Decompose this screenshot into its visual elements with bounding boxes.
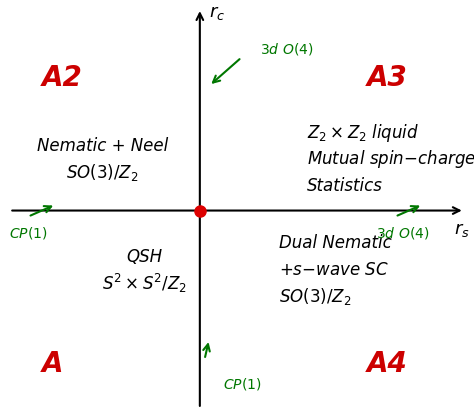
Text: Nematic + Neel: Nematic + Neel <box>36 137 168 155</box>
Text: $S^2\times S^2/Z_2$: $S^2\times S^2/Z_2$ <box>101 271 187 295</box>
Text: $r_c$: $r_c$ <box>209 4 225 22</box>
Text: $+ s{-}$wave SC: $+ s{-}$wave SC <box>279 261 389 279</box>
Text: $SO(3)/Z_2$: $SO(3)/Z_2$ <box>279 286 351 307</box>
Text: $CP(1)$: $CP(1)$ <box>223 376 262 392</box>
Text: A4: A4 <box>367 350 408 378</box>
Text: $SO(3)/Z_2$: $SO(3)/Z_2$ <box>66 162 138 183</box>
Text: $CP(1)$: $CP(1)$ <box>9 225 48 241</box>
Text: $Z_2\times Z_2$ liquid: $Z_2\times Z_2$ liquid <box>307 122 419 144</box>
Text: $3d\ O(4)$: $3d\ O(4)$ <box>376 225 430 241</box>
Text: A2: A2 <box>42 64 82 92</box>
Text: $3d\ O(4)$: $3d\ O(4)$ <box>260 41 314 57</box>
Text: $r_s$: $r_s$ <box>454 221 469 239</box>
Text: A3: A3 <box>367 64 408 92</box>
Text: A: A <box>42 350 64 378</box>
Text: Dual Nematic: Dual Nematic <box>279 234 392 252</box>
Text: Mutual spin${-}$charge: Mutual spin${-}$charge <box>307 148 474 171</box>
Text: Statistics: Statistics <box>307 177 383 195</box>
Text: QSH: QSH <box>126 248 162 266</box>
